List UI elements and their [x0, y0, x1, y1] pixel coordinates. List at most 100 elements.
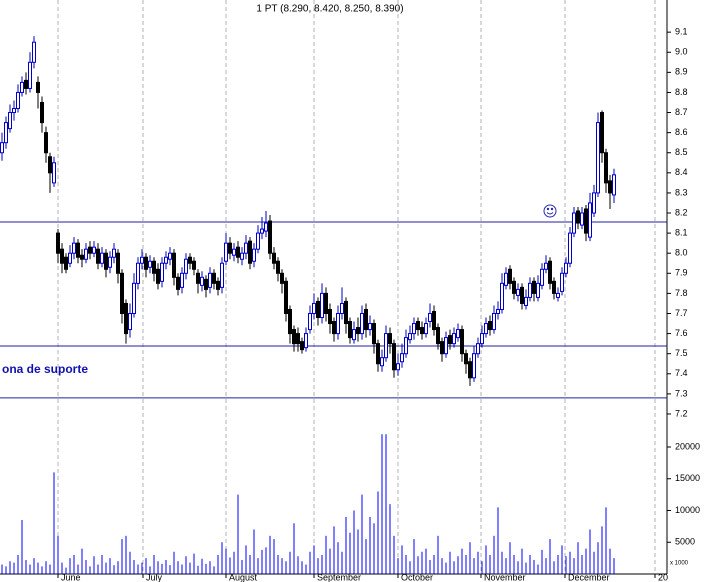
candle-body — [500, 282, 504, 310]
candle-body — [152, 260, 156, 274]
candle-body — [72, 242, 76, 254]
candle-body — [24, 79, 28, 89]
candle-body — [520, 286, 524, 304]
candle-body — [204, 278, 208, 290]
y-tick-label: 8.1 — [675, 227, 688, 237]
candle-body — [156, 268, 160, 284]
y-tick-label: 9.0 — [675, 47, 688, 57]
candle-body — [4, 122, 8, 144]
candle-body — [424, 323, 428, 335]
candle-body — [448, 335, 452, 345]
candle-body — [228, 242, 232, 254]
candle-body — [596, 122, 600, 194]
candle-body — [552, 280, 556, 294]
candle-body — [324, 292, 328, 314]
candle-body — [20, 81, 24, 93]
candle-body — [264, 222, 268, 232]
candle-body — [356, 327, 360, 335]
candle-body — [92, 246, 96, 254]
candle-body — [108, 256, 112, 268]
candle-body — [372, 323, 376, 345]
chart-title: 1 PT (8.290, 8.420, 8.250, 8.390) — [256, 4, 403, 15]
candle-body — [604, 152, 608, 184]
candle-body — [564, 262, 568, 274]
candle-body — [484, 323, 488, 335]
candle-body — [40, 101, 44, 124]
candle-body — [88, 246, 92, 254]
candle-body — [292, 329, 296, 345]
candle-body — [436, 327, 440, 345]
candle-body — [432, 310, 436, 331]
candle-body — [524, 296, 528, 306]
volume-tick-label: 20000 — [675, 441, 700, 451]
candle-body — [192, 260, 196, 270]
candle-body — [308, 312, 312, 331]
candle-body — [280, 272, 284, 284]
candle-body — [188, 256, 192, 264]
candle-body — [208, 272, 212, 288]
candle-body — [464, 353, 468, 365]
candle-body — [256, 232, 260, 250]
candle-body — [388, 333, 392, 345]
candle-body — [344, 300, 348, 325]
candle-body — [312, 302, 316, 314]
volume-unit: x 1000 — [670, 561, 689, 567]
y-tick-label: 7.8 — [675, 288, 688, 298]
candle-body — [556, 292, 560, 298]
candle-body — [376, 343, 380, 365]
x-tick-label: August — [229, 572, 258, 582]
candle-body — [224, 242, 228, 262]
candle-body — [380, 357, 384, 367]
x-tick-label: June — [61, 572, 81, 582]
y-tick-label: 9.1 — [675, 27, 688, 37]
candle-body — [232, 248, 236, 256]
candle-body — [200, 276, 204, 286]
smiley — [543, 204, 557, 218]
candle-body — [236, 246, 240, 258]
candle-body — [476, 343, 480, 355]
candle-body — [536, 282, 540, 298]
candle-body — [460, 329, 464, 355]
candle-body — [488, 321, 492, 331]
smiley-eye — [550, 207, 554, 211]
candle-body — [328, 308, 332, 325]
candle-body — [396, 363, 400, 371]
candle-body — [272, 252, 276, 264]
candle-body — [412, 323, 416, 335]
candle-body — [300, 341, 304, 351]
candle-body — [268, 220, 272, 254]
y-tick-label: 8.7 — [675, 107, 688, 117]
y-tick-label: 8.3 — [675, 187, 688, 197]
candle-body — [160, 262, 164, 282]
candle-body — [480, 333, 484, 345]
candle-body — [516, 288, 520, 296]
candle-body — [316, 300, 320, 319]
y-tick-label: 8.9 — [675, 67, 688, 77]
candle-body — [528, 282, 532, 298]
candle-body — [444, 337, 448, 355]
candle-body — [368, 323, 372, 331]
candle-body — [16, 91, 20, 110]
candle-body — [216, 280, 220, 290]
candle-body — [180, 272, 184, 288]
candle-body — [116, 252, 120, 274]
candle-body — [164, 256, 168, 264]
candle-body — [136, 262, 140, 284]
y-tick-label: 8.4 — [675, 167, 688, 177]
candle-body — [348, 321, 352, 339]
candle-body — [472, 353, 476, 379]
y-tick-label: 8.5 — [675, 147, 688, 157]
candle-body — [32, 41, 36, 63]
candle-body — [532, 280, 536, 294]
candle-body — [84, 248, 88, 260]
y-tick-label: 7.7 — [675, 308, 688, 318]
candle-body — [124, 302, 128, 335]
candle-body — [572, 212, 576, 234]
x-tick-label: 20 — [658, 572, 668, 582]
candle-body — [440, 341, 444, 355]
candle-body — [492, 312, 496, 331]
candle-body — [168, 252, 172, 260]
